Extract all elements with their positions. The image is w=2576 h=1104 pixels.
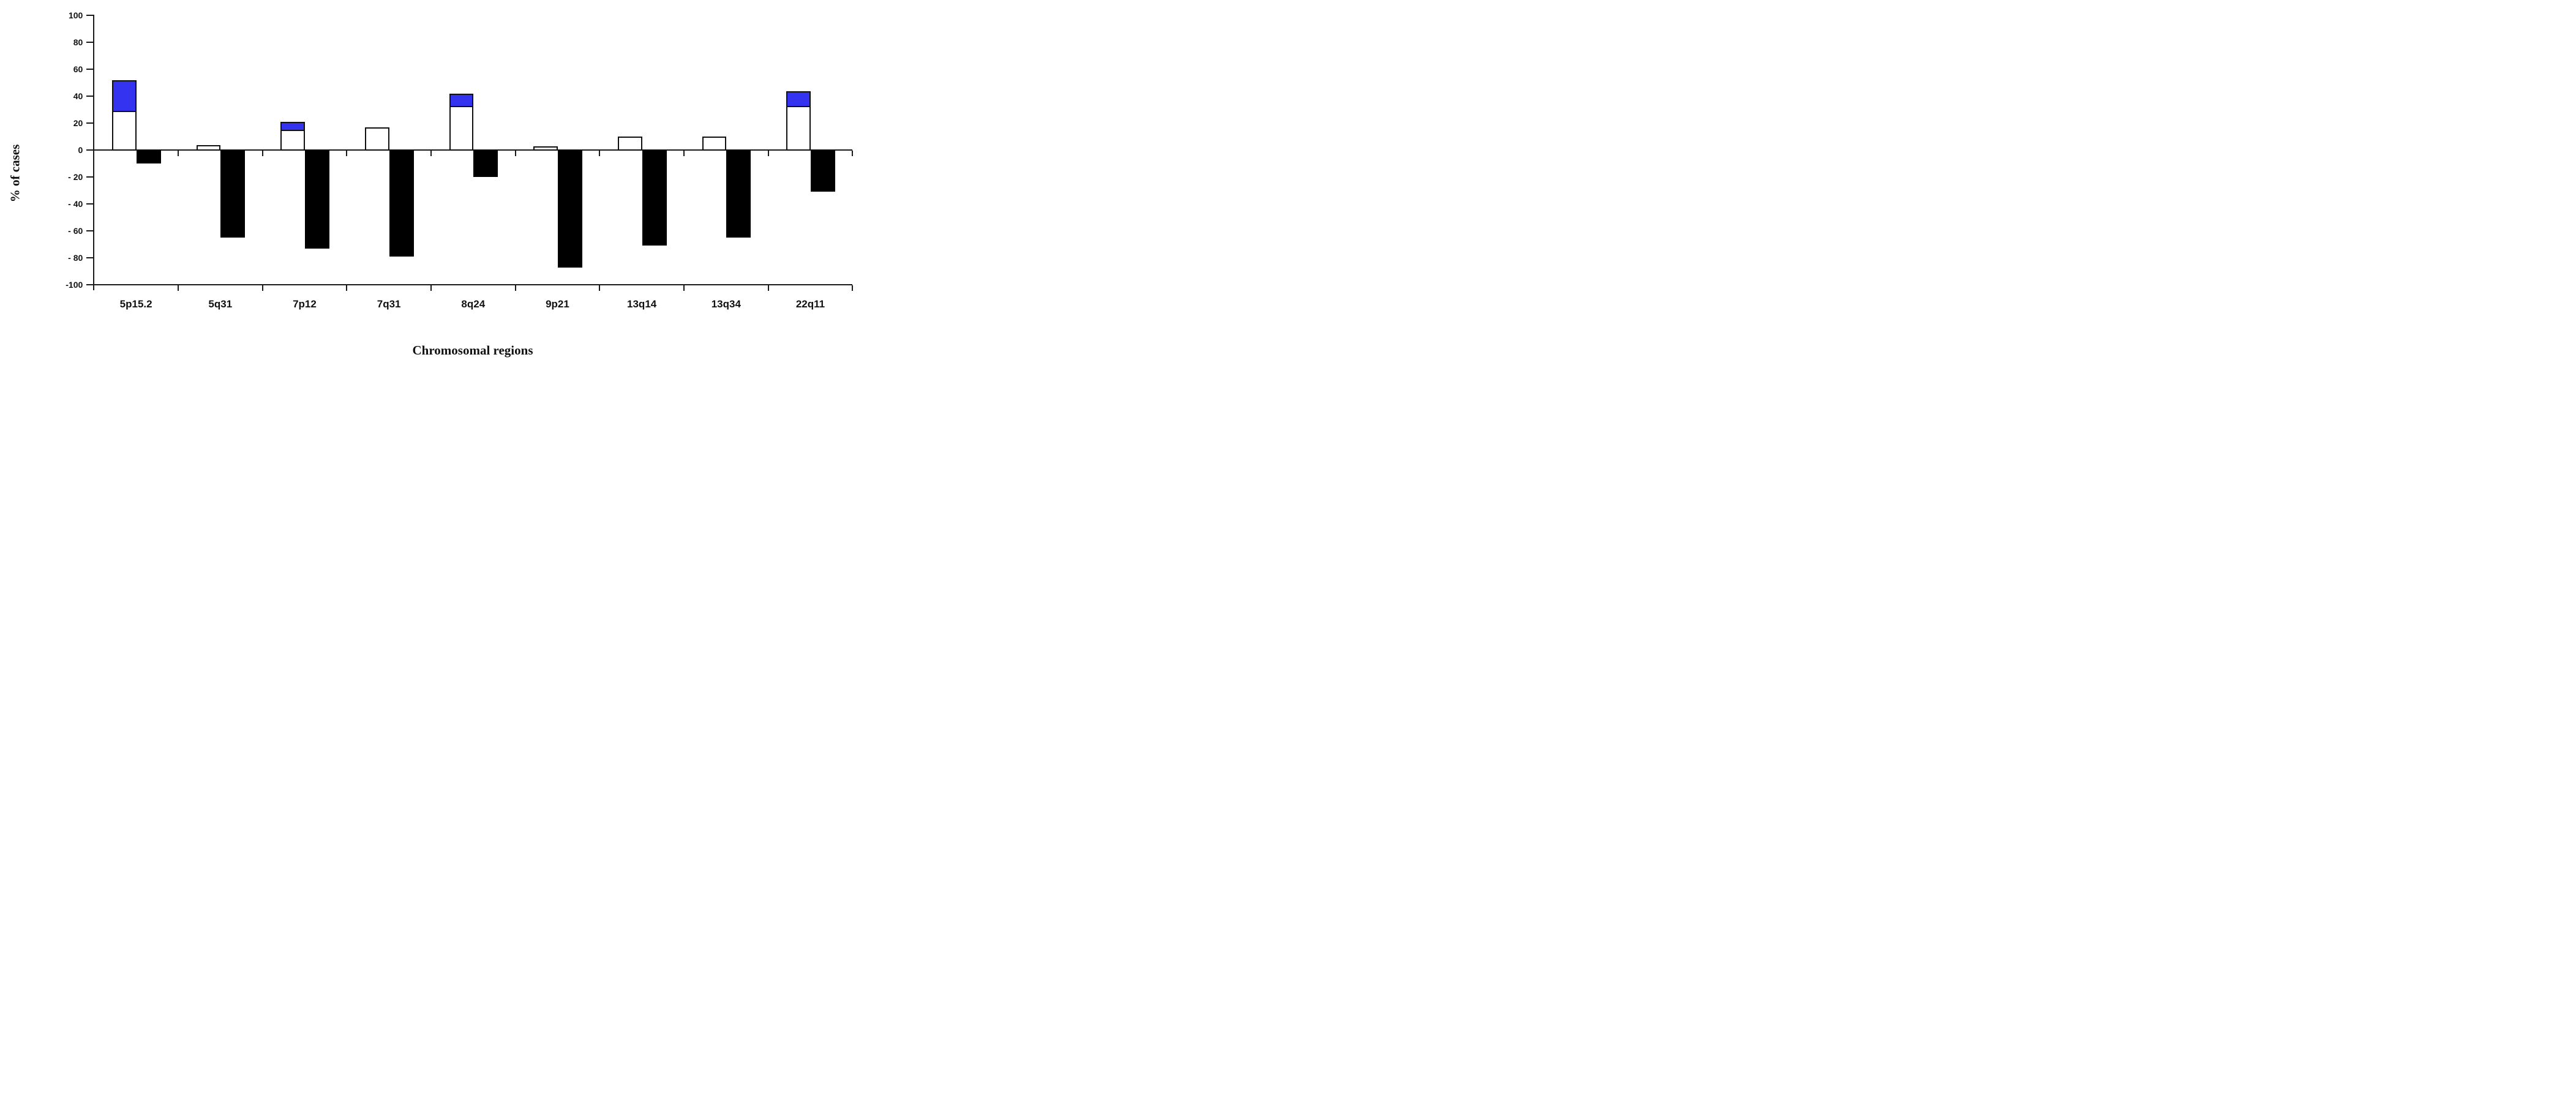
y-axis-tick-label: 60 — [73, 64, 83, 75]
y-axis-title: % of cases — [7, 144, 23, 203]
category-boundary-tick-bottom — [599, 285, 601, 291]
y-axis-line — [93, 15, 95, 291]
y-axis-tick-label: - 60 — [68, 226, 83, 236]
loss-bar — [473, 150, 498, 178]
gain-bar — [449, 93, 474, 151]
category-boundary-tick-zero — [346, 151, 348, 157]
category-boundary-tick-bottom — [177, 285, 179, 291]
gain-bar — [280, 122, 306, 151]
category-label: 7p12 — [293, 298, 317, 310]
category-label: 8q24 — [461, 298, 486, 310]
y-axis-tick — [86, 284, 94, 286]
gain-bar — [364, 127, 389, 151]
y-axis-tick-label: 100 — [68, 10, 83, 21]
y-axis-tick — [86, 15, 94, 17]
y-axis-tick — [86, 122, 94, 124]
x-axis-title: Chromosomal regions — [412, 343, 533, 358]
category-label: 5q31 — [208, 298, 233, 310]
y-axis-tick-label: - 80 — [68, 253, 83, 263]
category-label: 5p15.2 — [119, 298, 152, 310]
category-boundary-tick-bottom — [852, 285, 854, 291]
category-label: 13q34 — [711, 298, 741, 310]
y-axis-tick-label: 80 — [73, 37, 83, 48]
category-boundary-tick-zero — [599, 151, 601, 157]
y-axis-tick — [86, 257, 94, 259]
gain-bar — [702, 137, 727, 151]
category-boundary-tick-zero — [514, 151, 516, 157]
x-axis-bottom-line — [94, 284, 853, 286]
y-axis-tick — [86, 69, 94, 70]
category-label: 9p21 — [546, 298, 569, 310]
category-label: 22q11 — [795, 298, 825, 310]
category-boundary-tick-zero — [177, 151, 179, 157]
category-boundary-tick-bottom — [767, 285, 769, 291]
category-label: 7q31 — [377, 298, 401, 310]
loss-bar — [726, 150, 751, 238]
y-axis-tick — [86, 203, 94, 205]
y-axis-tick — [86, 149, 94, 151]
category-boundary-tick-bottom — [261, 285, 263, 291]
amplification-segment — [282, 123, 304, 132]
category-boundary-tick-zero — [261, 151, 263, 157]
y-axis-tick — [86, 176, 94, 178]
loss-bar — [305, 150, 330, 249]
gain-bar — [533, 146, 558, 151]
y-axis-tick-label: - 40 — [68, 199, 83, 209]
loss-bar — [558, 150, 583, 268]
amplification-segment — [450, 94, 473, 107]
loss-bar — [811, 150, 836, 192]
bar-chart-figure: % of cases Chromosomal regions 100 80 60 40… — [0, 0, 858, 368]
gain-bar — [196, 145, 221, 151]
category-boundary-tick-bottom — [430, 285, 432, 291]
y-axis-tick-label: 0 — [78, 145, 83, 156]
category-boundary-tick-zero — [852, 151, 854, 157]
amplification-segment — [787, 92, 810, 107]
y-axis-tick-label: 40 — [73, 91, 83, 102]
category-label: 13q14 — [627, 298, 657, 310]
loss-bar — [389, 150, 414, 257]
loss-bar — [136, 150, 161, 164]
amplification-segment — [113, 81, 135, 113]
category-boundary-tick-zero — [430, 151, 432, 157]
gain-bar — [111, 80, 137, 151]
y-axis-tick — [86, 42, 94, 43]
loss-bar — [642, 150, 667, 246]
y-axis-tick-label: - 20 — [68, 172, 83, 182]
category-boundary-tick-bottom — [683, 285, 685, 291]
y-axis-tick-label: 20 — [73, 118, 83, 129]
y-axis-tick — [86, 96, 94, 97]
gain-bar — [786, 91, 811, 151]
category-boundary-tick-bottom — [346, 285, 348, 291]
category-boundary-tick-zero — [767, 151, 769, 157]
category-boundary-tick-zero — [683, 151, 685, 157]
category-boundary-tick-bottom — [514, 285, 516, 291]
loss-bar — [220, 150, 246, 238]
gain-bar — [617, 137, 642, 151]
y-axis-tick — [86, 230, 94, 232]
y-axis-tick-label: -100 — [66, 280, 83, 290]
